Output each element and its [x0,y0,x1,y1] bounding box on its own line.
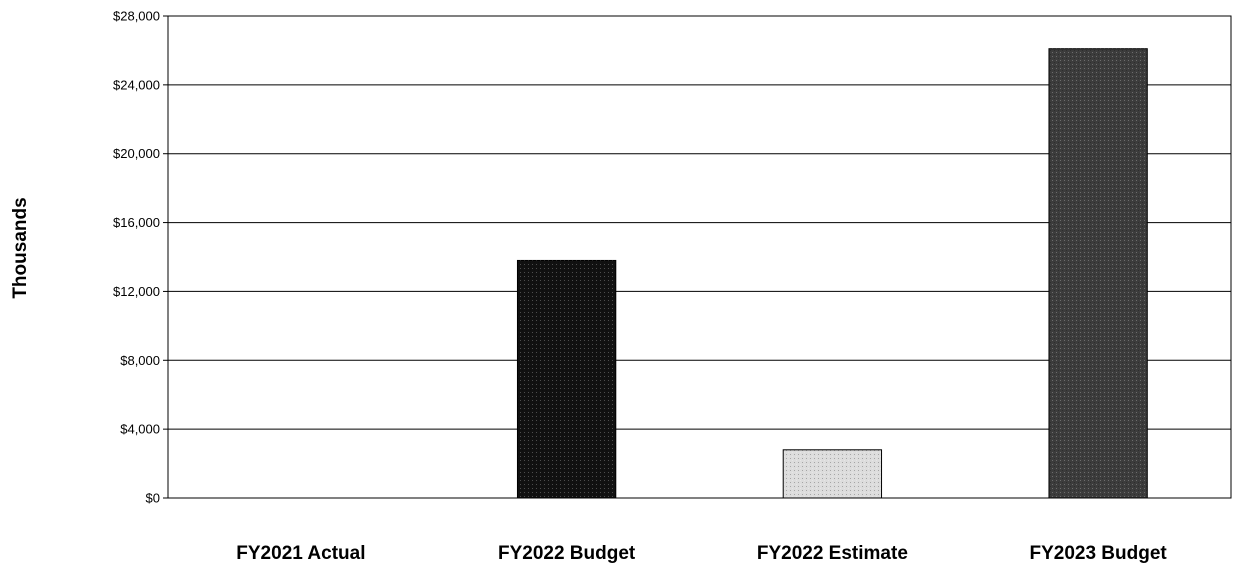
y-tick-label: $0 [146,491,160,506]
y-tick-label: $20,000 [113,146,160,161]
x-category-label: FY2022 Estimate [757,543,908,564]
x-category-label: FY2021 Actual [236,543,365,564]
y-tick-label: $8,000 [120,353,160,368]
bar-texture [517,260,616,498]
y-axis-tick-labels: $0 $4,000 $8,000 $12,000 $16,000 $20,000 $24,0… [113,9,160,506]
plot-frame [167,15,1232,499]
y-tick-label: $4,000 [120,422,160,437]
bar-texture [783,449,882,498]
y-axis-title: Thousands [10,197,31,298]
bar-texture [1048,48,1148,498]
x-category-label: FY2023 Budget [1029,543,1167,564]
y-tick-label: $28,000 [113,9,160,24]
bars [516,48,1148,499]
x-category-label: FY2022 Budget [498,543,636,564]
x-axis-category-labels: FY2021 Actual FY2022 Budget FY2022 Estimat… [236,543,1167,564]
y-tick-label: $24,000 [113,77,160,92]
y-tick-label: $12,000 [113,284,160,299]
y-tick-label: $16,000 [113,215,160,230]
